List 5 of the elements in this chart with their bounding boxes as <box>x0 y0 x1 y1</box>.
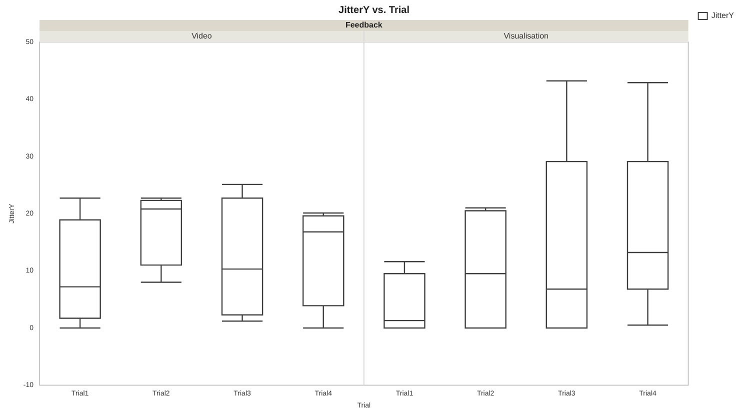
chart-subtitle: Feedback <box>345 20 383 30</box>
text: Visualisation <box>504 32 549 41</box>
chart-title: JitterY vs. Trial <box>338 4 410 16</box>
legend-label: JitterY <box>711 11 735 20</box>
text: Video <box>192 32 212 41</box>
